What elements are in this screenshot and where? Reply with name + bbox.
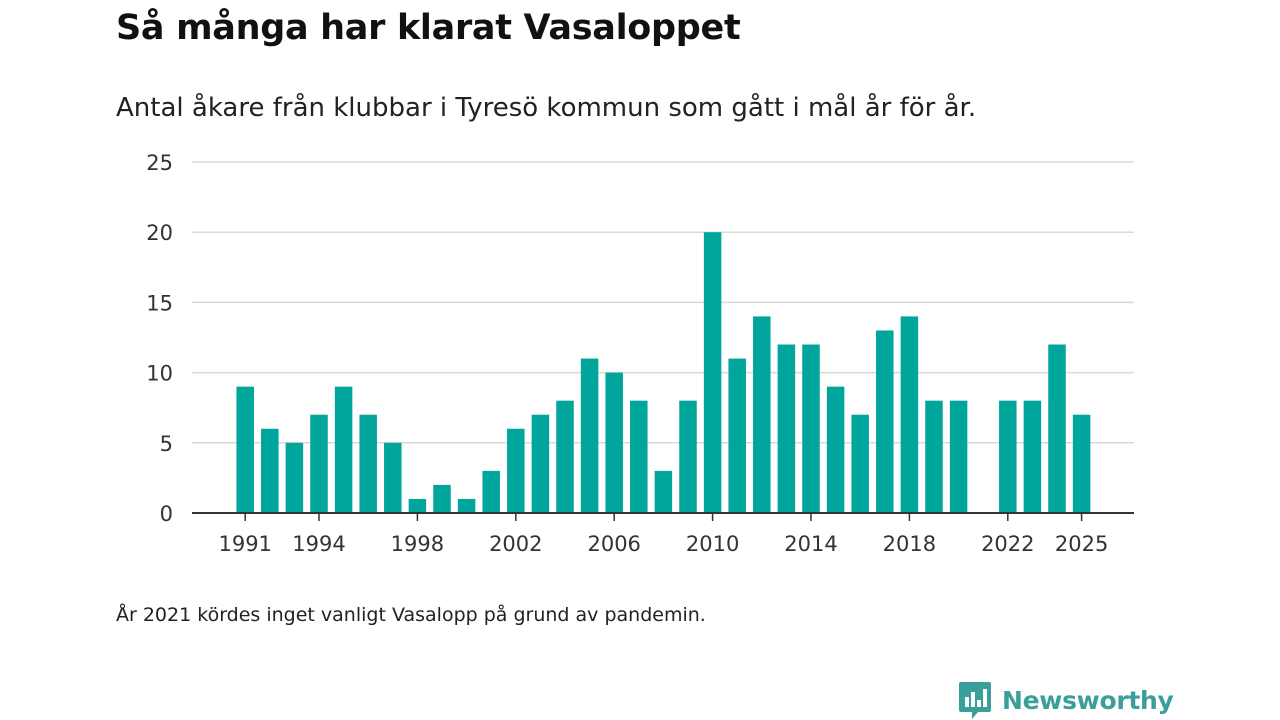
bar [876,330,894,513]
y-tick-label: 0 [160,502,173,526]
bar [310,414,328,513]
bar [236,386,254,513]
y-axis-labels: 0 5 10 15 20 25 [146,151,173,526]
bar [630,400,648,513]
bar [556,400,574,513]
bar [654,470,673,513]
bar [925,400,943,513]
y-tick-label: 15 [146,291,173,315]
bar [999,400,1017,513]
x-tick-label: 2022 [981,532,1034,556]
y-tick-label: 10 [146,362,173,386]
bar [1023,400,1042,513]
bar [826,386,845,513]
bar [605,372,623,513]
x-tick-label: 2006 [587,532,640,556]
bar [949,400,968,513]
x-tick-label: 2014 [784,532,837,556]
bar [728,358,746,513]
bar [753,316,771,513]
x-tick-label: 1998 [391,532,444,556]
x-tick-label: 2018 [883,532,936,556]
x-tick-label: 1994 [292,532,345,556]
bars [236,232,1091,513]
x-axis [192,512,1134,521]
chart-subtitle: Antal åkare från klubbar i Tyresö kommun… [116,93,977,123]
bar [679,400,697,513]
y-tick-label: 25 [146,151,173,175]
bar-chart-icon [959,682,991,719]
bar [1072,414,1091,513]
bar [580,358,599,513]
bar [507,428,525,513]
bar [433,484,451,513]
bar [261,428,279,513]
bar [777,344,796,513]
bar [531,414,550,513]
brand-logo: Newsworthy [958,680,1174,720]
footnote: År 2021 kördes inget vanligt Vasalopp på… [116,604,706,626]
bar [334,386,353,513]
bar [285,442,304,513]
bar [408,498,427,513]
brand-name: Newsworthy [1002,685,1174,715]
bar [900,316,919,513]
bar [1048,344,1066,513]
x-tick-label: 1991 [218,532,271,556]
bar [359,414,377,513]
x-tick-label: 2010 [686,532,739,556]
chart-title: Så många har klarat Vasaloppet [116,8,741,48]
bar [703,232,722,513]
bar [457,498,476,513]
gridlines [192,161,1134,444]
y-tick-label: 20 [146,221,173,245]
x-tick-label: 2002 [489,532,542,556]
bar [384,442,402,513]
x-axis-labels: 1991 1994 1998 2002 2006 2010 2014 2018 2022 2025 [218,532,1108,556]
bar [851,414,869,513]
bar [802,344,820,513]
x-tick-label: 2025 [1055,532,1108,556]
y-tick-label: 5 [160,432,173,456]
bar [482,470,500,513]
